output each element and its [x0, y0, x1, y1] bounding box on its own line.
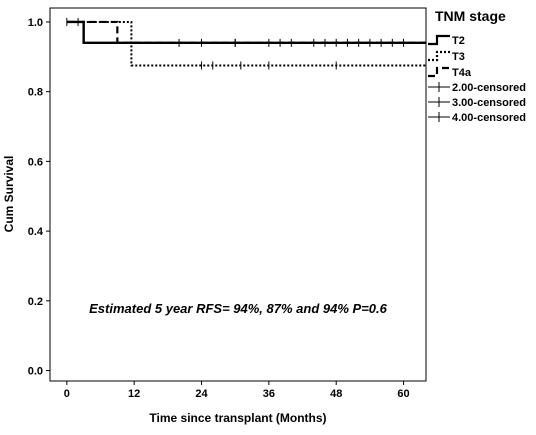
- x-axis-ticks: 0 12 24 36 48 60: [64, 381, 410, 400]
- x-tick-label: 36: [263, 388, 275, 400]
- legend-censor-swatch: [428, 97, 450, 107]
- plot-frame: [49, 7, 427, 382]
- y-tick-label: 0.4: [28, 226, 44, 238]
- legend-censor-swatch: [428, 112, 450, 122]
- x-tick-label: 0: [64, 388, 70, 400]
- legend-label-t4a: T4a: [452, 67, 472, 79]
- y-tick-label: 0.8: [28, 87, 43, 99]
- x-tick-label: 60: [397, 388, 409, 400]
- legend-censor-label: 3.00-censored: [452, 97, 526, 109]
- x-tick-label: 12: [128, 388, 140, 400]
- y-tick-label: 0.2: [28, 296, 43, 308]
- legend-label-t2: T2: [452, 35, 465, 47]
- legend: T2 T3 T4a 2.00-censored 3.00-censored 4.00-ce…: [428, 34, 526, 124]
- legend-censor-swatch: [428, 82, 450, 92]
- x-tick-label: 24: [195, 388, 208, 400]
- legend-title: TNM stage: [435, 8, 506, 24]
- y-tick-label: 1.0: [28, 17, 43, 29]
- legend-censor-label: 4.00-censored: [452, 112, 526, 124]
- y-axis-label: Cum Survival: [2, 156, 16, 233]
- survival-curve-t4a: [66, 20, 426, 44]
- y-tick-label: 0.6: [28, 156, 43, 168]
- censor-marks: [66, 17, 405, 70]
- annotation-text: Estimated 5 year RFS= 94%, 87% and 94% P…: [89, 301, 387, 316]
- y-axis-ticks: 0.0 0.2 0.4 0.6 0.8 1.0: [28, 17, 50, 378]
- x-axis-label: Time since transplant (Months): [149, 411, 326, 425]
- survival-curve-t3: [66, 20, 426, 67]
- x-tick-label: 48: [330, 388, 342, 400]
- survival-curves: [66, 20, 426, 67]
- legend-swatch-t2: [428, 34, 450, 46]
- legend-swatch-t4a: [428, 66, 450, 78]
- legend-censor-label: 2.00-censored: [452, 82, 526, 94]
- legend-label-t3: T3: [452, 51, 465, 63]
- y-tick-label: 0.0: [28, 366, 43, 378]
- legend-swatch-t3: [428, 50, 450, 62]
